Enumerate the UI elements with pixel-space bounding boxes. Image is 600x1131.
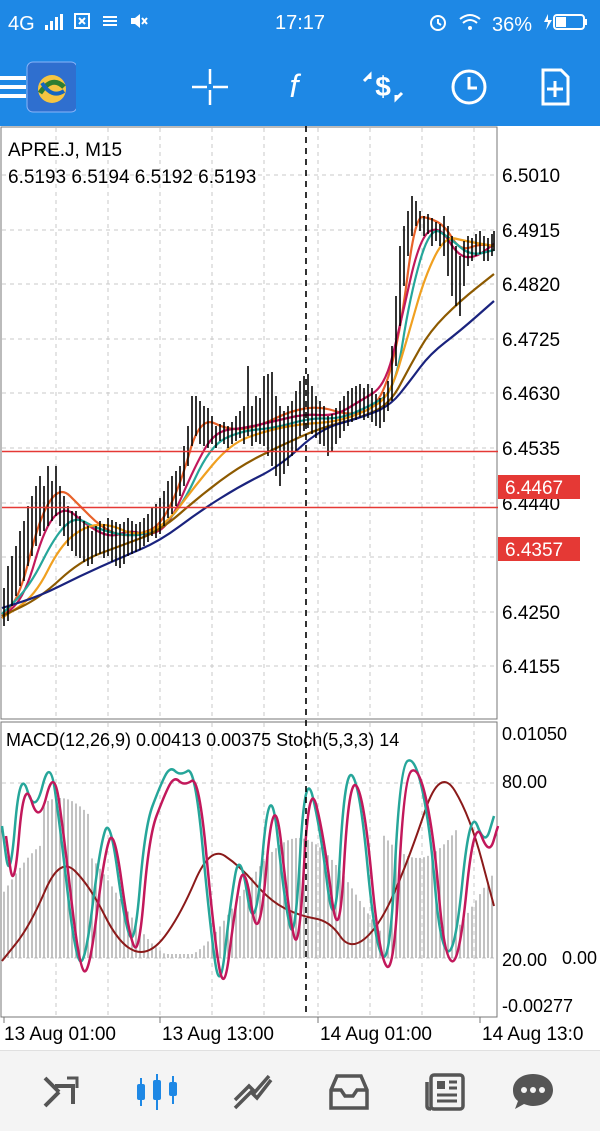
chart-toolbar: f $ xyxy=(0,48,600,126)
battery-icon xyxy=(542,12,588,38)
price-tick: 6.4155 xyxy=(502,657,560,678)
indicator-label: MACD(12,26,9) 0.00413 0.00375 Stoch(5,3,… xyxy=(6,730,399,750)
oscillator-lines xyxy=(0,759,500,980)
oscillator-tick: -0.00277 xyxy=(502,996,573,1016)
signal-icon xyxy=(44,13,63,36)
price-tick: 6.4250 xyxy=(502,603,560,624)
price-chart[interactable]: APRE.J, M15 6.5193 6.5194 6.5192 6.5193 … xyxy=(0,126,600,1050)
price-level-tags: 6.4467 6.4357 xyxy=(498,475,580,561)
bottom-navigation xyxy=(0,1050,600,1131)
chart-area[interactable]: APRE.J, M15 6.5193 6.5194 6.5192 6.5193 … xyxy=(0,126,600,1050)
price-tick: 6.4915 xyxy=(502,221,560,242)
price-tick: 6.4535 xyxy=(502,439,560,460)
indicators-icon[interactable]: f xyxy=(269,62,319,112)
price-axis: 6.5010 6.4915 6.4820 6.4725 6.4630 6.453… xyxy=(502,166,560,678)
messages-nav-icon[interactable] xyxy=(509,1069,557,1115)
price-level-tag-lower xyxy=(498,537,580,561)
candles xyxy=(3,196,495,626)
price-tick: 6.4725 xyxy=(502,330,560,351)
time-axis: 13 Aug 01:00 13 Aug 13:00 14 Aug 01:00 1… xyxy=(3,1017,583,1045)
oscillator-tick: 20.00 xyxy=(502,950,547,970)
network-label: 4G xyxy=(8,12,35,35)
price-level-lower-label: 6.4357 xyxy=(505,540,563,561)
battery-percent: 36% xyxy=(491,13,532,36)
status-bar: 4G 17:17 36% xyxy=(0,0,600,48)
moving-average-line xyxy=(1,237,495,619)
stochastic-signal-line xyxy=(4,769,500,980)
trade-nav-icon[interactable] xyxy=(229,1069,277,1115)
metatrader-logo[interactable] xyxy=(26,61,76,113)
time-tick: 14 Aug 13:0 xyxy=(482,1024,583,1045)
price-level-tag-upper xyxy=(498,475,580,499)
new-object-icon[interactable] xyxy=(530,62,580,112)
ohlc-label: 6.5193 6.5194 6.5192 6.5193 xyxy=(8,167,256,188)
main-panel-frame xyxy=(0,126,498,720)
price-tick: 6.5010 xyxy=(502,166,560,187)
time-tick: 13 Aug 13:00 xyxy=(162,1024,274,1045)
alarm-icon xyxy=(428,12,448,38)
oscillator-tick: 0.00 xyxy=(562,948,597,968)
oscillator-tick: 80.00 xyxy=(502,772,547,792)
price-tick: 6.4440 xyxy=(502,494,560,515)
symbol-label: APRE.J, M15 xyxy=(8,140,122,161)
notification-icon xyxy=(73,12,91,36)
price-levels xyxy=(2,450,498,509)
svg-text:$: $ xyxy=(375,71,391,102)
price-tick: 6.4820 xyxy=(502,275,560,296)
sub-panel-frame xyxy=(0,721,498,1018)
history-nav-icon[interactable] xyxy=(325,1069,373,1115)
wifi-icon xyxy=(458,13,482,37)
oscillator-axis: 0.01050 80.00 20.00 0.00 -0.00277 xyxy=(502,724,597,1016)
oscillator-tick: 0.01050 xyxy=(502,724,567,744)
crosshair-icon[interactable] xyxy=(185,62,235,112)
clock-time: 17:17 xyxy=(274,12,326,34)
indicators-label: f xyxy=(290,68,302,104)
price-level-upper-label: 6.4467 xyxy=(505,478,563,499)
mute-icon xyxy=(129,12,149,36)
sync-icon xyxy=(101,12,119,36)
news-nav-icon[interactable] xyxy=(421,1069,469,1115)
price-tick: 6.4630 xyxy=(502,384,560,405)
time-tick: 13 Aug 01:00 xyxy=(4,1024,116,1045)
chart-nav-icon[interactable] xyxy=(133,1069,181,1115)
trade-icon[interactable]: $ xyxy=(358,62,408,112)
period-icon[interactable] xyxy=(444,62,494,112)
quotes-icon[interactable] xyxy=(37,1069,85,1115)
time-tick: 14 Aug 01:00 xyxy=(320,1024,432,1045)
menu-icon[interactable] xyxy=(0,62,34,112)
